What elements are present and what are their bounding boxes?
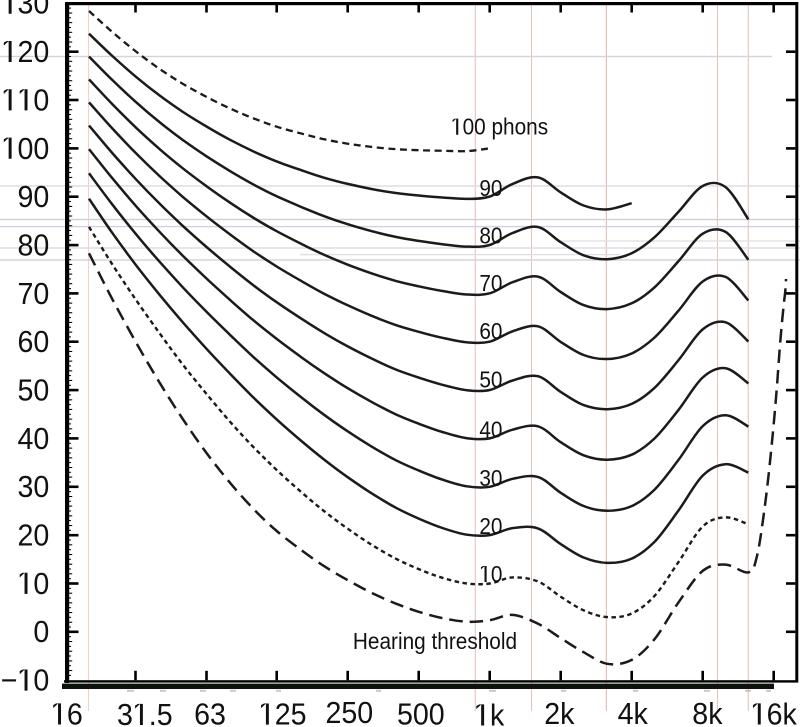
svg-text:.5: .5 bbox=[149, 698, 173, 727]
svg-text:50: 50 bbox=[17, 374, 49, 408]
svg-text:90: 90 bbox=[17, 180, 49, 214]
svg-text:3: 3 bbox=[117, 698, 133, 727]
svg-text:60: 60 bbox=[17, 325, 49, 359]
svg-text:0: 0 bbox=[33, 567, 49, 601]
svg-text:0: 0 bbox=[491, 561, 503, 587]
svg-text:63: 63 bbox=[194, 698, 226, 727]
svg-text:70: 70 bbox=[17, 277, 49, 311]
svg-text:25: 25 bbox=[275, 698, 307, 727]
svg-text:60: 60 bbox=[479, 318, 502, 344]
svg-text:−: − bbox=[1, 664, 18, 698]
svg-text:20: 20 bbox=[479, 513, 502, 539]
svg-text:6: 6 bbox=[67, 698, 83, 727]
svg-text:6k: 6k bbox=[767, 698, 797, 727]
svg-text:30: 30 bbox=[479, 465, 502, 491]
svg-text:30: 30 bbox=[17, 470, 49, 504]
svg-text:40: 40 bbox=[17, 422, 49, 456]
svg-text:30: 30 bbox=[17, 0, 49, 21]
svg-text:90: 90 bbox=[479, 175, 502, 201]
svg-text:250: 250 bbox=[325, 696, 373, 727]
svg-text:00: 00 bbox=[17, 132, 49, 166]
svg-text:80: 80 bbox=[17, 229, 49, 263]
svg-text:20: 20 bbox=[17, 35, 49, 69]
svg-text:0: 0 bbox=[33, 84, 49, 118]
svg-text:50: 50 bbox=[479, 366, 502, 392]
svg-text:20: 20 bbox=[17, 519, 49, 553]
svg-text:2k: 2k bbox=[544, 697, 574, 727]
svg-text:0: 0 bbox=[33, 664, 49, 698]
svg-text:0: 0 bbox=[33, 615, 49, 649]
svg-text:4k: 4k bbox=[618, 697, 648, 727]
svg-text:80: 80 bbox=[479, 222, 502, 248]
svg-text:00 phons: 00 phons bbox=[463, 114, 549, 140]
svg-text:40: 40 bbox=[479, 417, 502, 443]
svg-text:500: 500 bbox=[397, 698, 445, 727]
svg-text:8k: 8k bbox=[692, 697, 722, 727]
svg-text:k: k bbox=[490, 699, 504, 727]
svg-text:Hearing threshold: Hearing threshold bbox=[353, 628, 517, 654]
svg-text:70: 70 bbox=[479, 270, 502, 296]
